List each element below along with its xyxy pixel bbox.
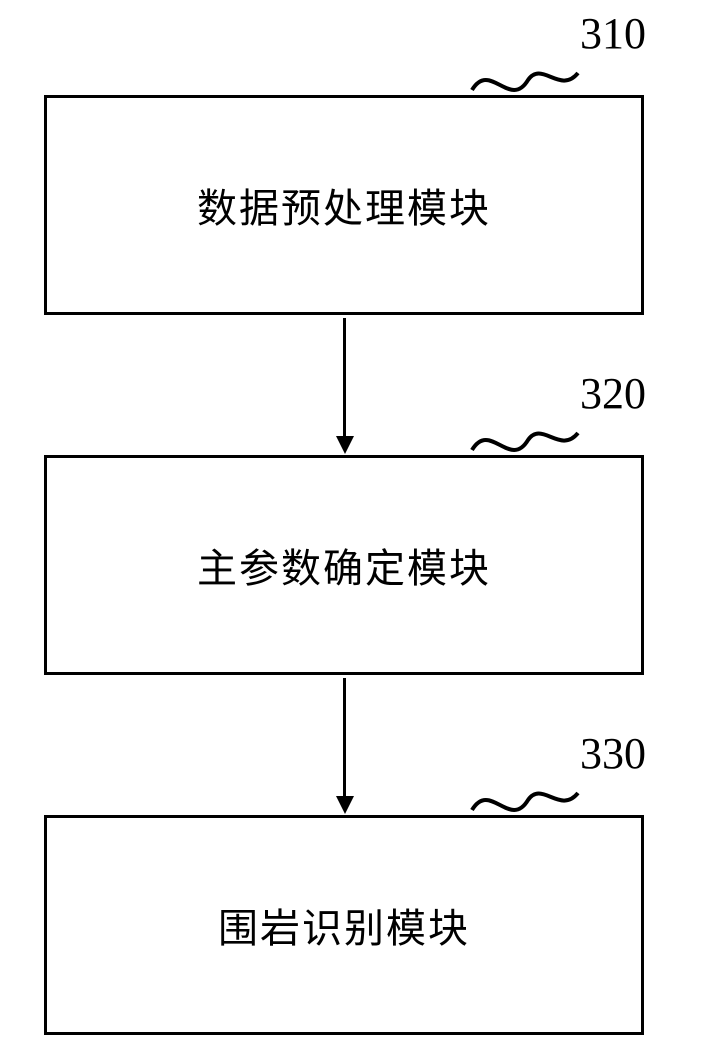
node-box-320: 主参数确定模块 bbox=[44, 455, 644, 675]
node-box-330: 围岩识别模块 bbox=[44, 815, 644, 1035]
edge-320-330-head bbox=[336, 796, 354, 814]
node-text-320: 主参数确定模块 bbox=[197, 536, 491, 594]
node-label-330: 330 bbox=[580, 728, 646, 779]
node-text-330: 围岩识别模块 bbox=[218, 896, 470, 954]
node-text-310: 数据预处理模块 bbox=[197, 176, 491, 234]
squiggle-310 bbox=[470, 55, 580, 100]
squiggle-320 bbox=[470, 415, 580, 460]
edge-310-320-head bbox=[336, 436, 354, 454]
diagram-canvas: 310 数据预处理模块 320 主参数确定模块 330 围岩识别模块 bbox=[0, 0, 718, 1047]
edge-320-330-line bbox=[343, 678, 346, 798]
squiggle-330 bbox=[470, 775, 580, 820]
edge-310-320-line bbox=[343, 318, 346, 438]
node-label-320: 320 bbox=[580, 368, 646, 419]
node-label-310: 310 bbox=[580, 8, 646, 59]
node-box-310: 数据预处理模块 bbox=[44, 95, 644, 315]
